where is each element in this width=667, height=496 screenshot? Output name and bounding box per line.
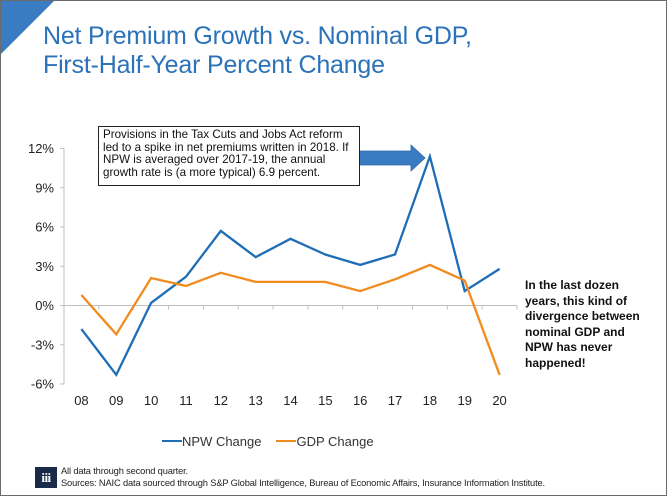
y-tick-label: -3% [31,337,55,352]
y-tick-label: -6% [31,377,55,392]
footer-sources: Sources: NAIC data sourced through S&P G… [61,477,545,488]
x-tick-label: 10 [144,393,158,408]
y-tick-label: 0% [35,298,54,313]
legend-item-gdp: GDP Change [276,433,374,449]
series-line [80,263,501,376]
iii-logo: iii [35,467,57,488]
y-tick-label: 3% [35,259,54,274]
legend-label-gdp: GDP Change [296,433,374,449]
x-tick-label: 08 [74,393,88,408]
arrow-icon [352,144,426,172]
legend-swatch-gdp [276,439,297,443]
series-line [80,152,501,377]
footer: All data through second quarter. Sources… [61,466,545,489]
axes: 12% 9% 6% 3% 0% -3% -6% 08 09 10 11 12 13 14 15 16 17 18 1… [28,141,518,408]
series-gdp-change [80,263,501,376]
title-line-1: Net Premium Growth vs. Nominal GDP, [43,22,472,50]
x-tick-label: 09 [109,393,123,408]
x-tick-label: 17 [388,393,402,408]
series-npw-change [80,152,501,377]
x-tick-label: 20 [492,393,506,408]
chart-title: Net Premium Growth vs. Nominal GDP, Firs… [43,22,472,80]
x-tick-label: 13 [248,393,262,408]
legend-label-npw: NPW Change [182,433,262,449]
footer-note: All data through second quarter. [61,466,188,476]
corner-accent [1,1,54,54]
x-tick-label: 11 [179,393,193,408]
x-tick-label: 12 [214,393,228,408]
annotation-arrow [352,144,426,172]
series-layer [80,152,501,377]
y-tick-label: 12% [28,141,54,156]
side-note: In the last dozen years, this kind of di… [525,278,640,370]
annotation-box: Provisions in the Tax Cuts and Jobs Act … [98,126,360,186]
legend: NPW Change GDP Change [162,433,389,449]
title-line-2: First-Half-Year Percent Change [43,51,385,79]
x-tick-label: 14 [283,393,297,408]
y-tick-label: 6% [35,220,54,235]
x-tick-label: 18 [423,393,437,408]
legend-item-npw: NPW Change [162,434,261,449]
x-tick-label: 16 [353,393,367,408]
y-tick-label: 9% [35,180,54,195]
x-tick-label: 15 [318,393,332,408]
x-tick-label: 19 [457,393,471,408]
legend-swatch-npw [162,439,182,443]
